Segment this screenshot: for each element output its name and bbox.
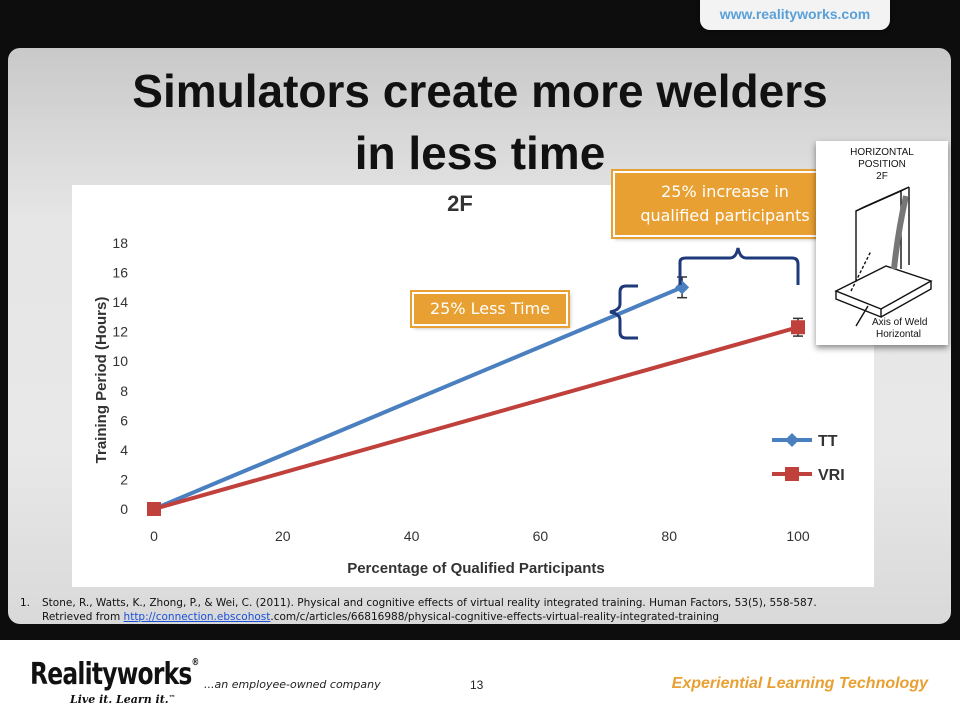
increase-callout-line-1: 25% increase in <box>661 182 789 201</box>
reference-citation: 1. Stone, R., Watts, K., Zhong, P., & We… <box>20 596 950 624</box>
y-tick-label: 2 <box>120 471 128 487</box>
bracket-annotations <box>609 247 800 340</box>
data-point-vri <box>147 502 161 516</box>
reference-suffix: .com/c/articles/66816988/physical-cognit… <box>270 611 720 623</box>
y-tick-label: 10 <box>112 353 128 369</box>
reference-number: 1. <box>20 597 31 609</box>
series-layer <box>147 276 805 516</box>
legend-label-tt: TT <box>818 433 838 450</box>
axes: 0 2 4 6 8 10 12 14 16 18 0 20 40 60 80 100 <box>112 235 809 544</box>
realityworks-logo: Realityworks® <box>30 657 199 692</box>
website-url[interactable]: www.realityworks.com <box>719 6 871 22</box>
x-tick-label: 0 <box>150 528 158 544</box>
axis-label-1: Axis of Weld <box>872 317 927 328</box>
slide-title: Simulators create more welders in less t… <box>0 60 960 184</box>
increase-callout: 25% increase in qualified participants <box>613 171 837 237</box>
data-point-vri <box>791 320 805 335</box>
slide-title-line-1: Simulators create more welders <box>132 65 828 117</box>
x-tick-label: 20 <box>275 528 291 544</box>
y-tick-label: 4 <box>120 442 128 458</box>
website-url-tab[interactable]: www.realityworks.com <box>700 0 890 30</box>
vertical-brace <box>609 284 638 340</box>
y-tick-label: 16 <box>112 265 128 281</box>
diagram-label-3: 2F <box>876 171 888 182</box>
legend: TT VRI <box>772 433 845 484</box>
logo-registered-mark: ® <box>191 657 200 668</box>
x-tick-label: 100 <box>786 528 810 544</box>
footer-bar <box>0 640 960 720</box>
series-line-tt <box>153 285 683 511</box>
brand-line: Experiential Learning Technology <box>671 675 928 692</box>
reference-line-1: Stone, R., Watts, K., Zhong, P., & Wei, … <box>42 597 817 609</box>
company-slogan: ...an employee-owned company <box>204 678 381 691</box>
series-line-vri <box>153 325 799 511</box>
x-tick-label: 60 <box>533 528 549 544</box>
tagline-trademark: ™ <box>168 693 176 702</box>
slide-title-line-2: in less time <box>354 127 606 179</box>
y-tick-label: 8 <box>120 383 128 399</box>
x-axis-label: Percentage of Qualified Participants <box>347 560 605 577</box>
weld-position-diagram: HORIZONTAL POSITION 2F Axis of Weld Hori… <box>816 141 948 345</box>
weld-joint-drawing <box>834 186 933 327</box>
logo-text: Realityworks <box>30 657 192 692</box>
y-tick-label: 6 <box>120 412 128 428</box>
diagram-label-2: POSITION <box>858 159 906 170</box>
reference-line-2: Retrieved from http://connection.ebscoho… <box>42 610 817 624</box>
y-tick-label: 12 <box>112 324 128 340</box>
x-tick-label: 40 <box>404 528 420 544</box>
reference-prefix: Retrieved from <box>42 611 124 623</box>
y-tick-label: 18 <box>112 235 128 251</box>
x-tick-label: 80 <box>661 528 677 544</box>
reference-link[interactable]: http://connection.ebscohost <box>123 611 271 623</box>
legend-marker-tt <box>785 433 799 447</box>
y-tick-label: 14 <box>112 294 128 310</box>
legend-label-vri: VRI <box>818 467 845 484</box>
logo-tagline: Live it. Learn it.™ <box>70 693 176 706</box>
y-tick-label: 0 <box>120 501 128 517</box>
horizontal-brace <box>678 247 800 285</box>
diagram-label-1: HORIZONTAL <box>850 147 914 158</box>
less-time-callout: 25% Less Time <box>412 292 568 326</box>
increase-callout-line-2: qualified participants <box>640 206 810 225</box>
line-chart: 0 2 4 6 8 10 12 14 16 18 0 20 40 60 80 100 TT VRI 2F Per… <box>93 191 845 577</box>
y-axis-label: Training Period (Hours) <box>93 297 110 464</box>
chart-title: 2F <box>447 191 473 216</box>
axis-label-2: Horizontal <box>876 329 921 340</box>
page-number: 13 <box>470 678 484 692</box>
legend-marker-vri <box>785 467 799 481</box>
tagline-text: Live it. Learn it. <box>70 693 169 706</box>
